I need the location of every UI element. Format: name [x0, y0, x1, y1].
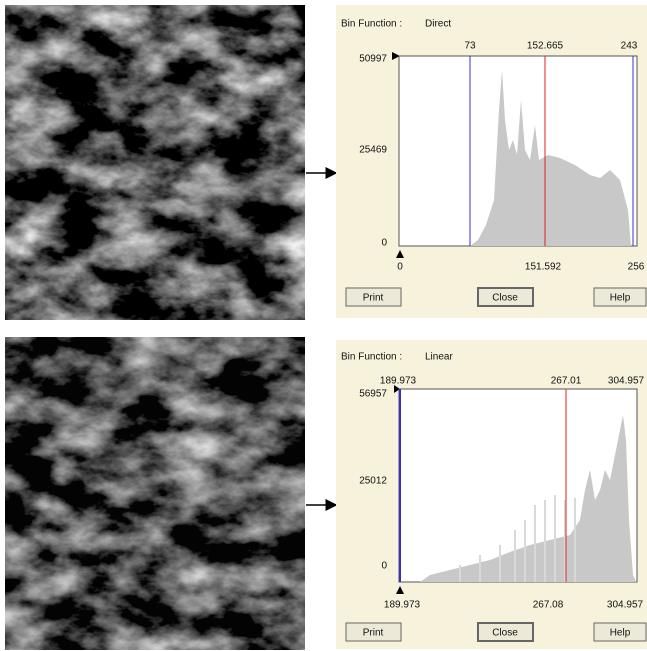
bin-function-label: Bin Function : — [341, 19, 402, 30]
marker-label: 152.665 — [527, 41, 564, 52]
bin-function: Direct — [425, 19, 451, 30]
marker — [396, 250, 404, 258]
marker — [396, 586, 404, 594]
y-label: 25469 — [359, 145, 387, 156]
histogram-dialog: Bin Function : Linear 189.973 267.01 304… — [336, 340, 647, 649]
marker-label: 73 — [464, 41, 476, 52]
marker — [392, 52, 400, 60]
x-label: 189.973 — [384, 600, 421, 611]
x-label: 304.957 — [607, 600, 644, 611]
marker-label: 304.957 — [608, 376, 645, 387]
button-label: Print — [363, 628, 384, 639]
marker — [394, 385, 400, 393]
marker-label: 267.01 — [551, 376, 582, 387]
histogram-dialog: Bin Function : Direct 73 152.665 243 509… — [336, 5, 647, 318]
button-label: Help — [610, 293, 631, 304]
x-label: 151.592 — [525, 262, 562, 273]
button-label: Help — [610, 628, 631, 639]
close-button[interactable]: Close — [477, 287, 534, 307]
help-button[interactable]: Help — [593, 622, 647, 642]
button-label: Print — [363, 293, 384, 304]
close-button[interactable]: Close — [477, 622, 534, 642]
x-label: 256 — [628, 262, 645, 273]
marker-label: 243 — [621, 41, 638, 52]
histogram — [470, 70, 631, 246]
x-label: 267.08 — [533, 600, 564, 611]
x-label: 0 — [397, 262, 403, 273]
histogram — [420, 415, 636, 582]
histogram-spikes — [459, 495, 576, 582]
bin-function: Linear — [425, 352, 453, 363]
satellite-image — [5, 337, 305, 650]
bin-function-label: Bin Function : — [341, 352, 402, 363]
print-button[interactable]: Print — [345, 287, 402, 307]
button-label: Close — [492, 628, 518, 639]
button-label: Close — [492, 293, 518, 304]
print-button[interactable]: Print — [345, 622, 402, 642]
marker-label: 189.973 — [380, 376, 417, 387]
y-label: 50997 — [359, 54, 387, 65]
y-label: 56957 — [359, 389, 387, 400]
help-button[interactable]: Help — [593, 287, 647, 307]
satellite-image — [5, 5, 305, 320]
y-label: 25012 — [359, 476, 387, 487]
y-label: 0 — [381, 561, 387, 572]
y-label: 0 — [381, 238, 387, 249]
